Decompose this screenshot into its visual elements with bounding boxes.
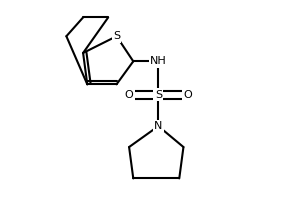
Text: S: S — [113, 31, 120, 41]
Text: N: N — [154, 121, 163, 131]
Text: O: O — [183, 90, 192, 100]
Text: S: S — [155, 90, 162, 100]
Text: O: O — [125, 90, 134, 100]
Text: NH: NH — [150, 56, 167, 66]
